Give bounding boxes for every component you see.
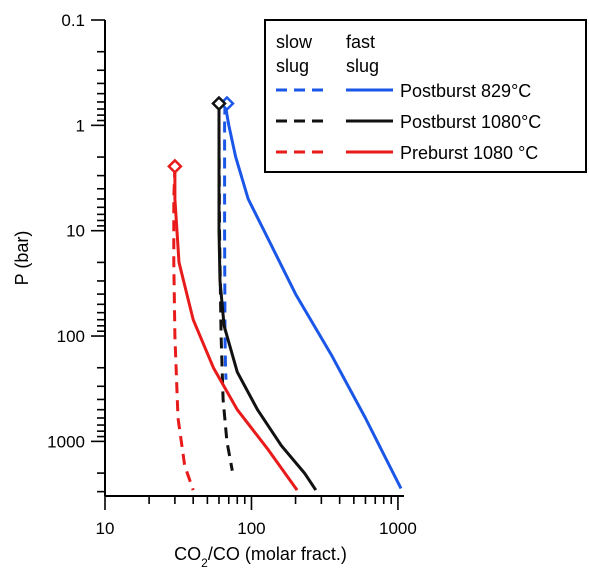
axes-group: 0.1 1 10 100 1000 10 100 1000 [47, 11, 417, 538]
y-tick-label: 100 [57, 327, 85, 346]
x-tick-label: 10 [96, 519, 115, 538]
y-tick-label: 10 [66, 222, 85, 241]
diamond-marker-1 [211, 95, 227, 112]
series-line-0 [223, 103, 228, 380]
x-axis-title-rest: /CO (molar fract.) [208, 544, 347, 564]
series-group [172, 103, 403, 491]
legend-label-0: Postburst 829°C [400, 81, 531, 101]
y-tick-label: 1 [76, 116, 85, 135]
legend-header-line1: slow [276, 32, 313, 52]
x-axis-title-sub: 2 [201, 556, 208, 570]
y-tick-label: 0.1 [61, 11, 85, 30]
x-tick-label: 1000 [379, 519, 417, 538]
x-axis-title: CO2/CO (molar fract.) [174, 544, 347, 570]
series-line-1 [223, 103, 403, 490]
x-tick-label: 100 [237, 519, 265, 538]
legend-group: slow slug fast slug Postburst 829°C Postburst… [264, 19, 587, 173]
y-tick-label: 1000 [47, 432, 85, 451]
series-line-5 [173, 166, 299, 491]
diamond-marker-2 [167, 158, 183, 175]
x-axis-title-main: CO [174, 544, 201, 564]
legend-header-line2: slug [276, 56, 309, 76]
axis-labels-group: P (bar) CO2/CO (molar fract.) [12, 231, 347, 570]
y-axis-title: P (bar) [12, 231, 32, 286]
series-line-3 [217, 103, 318, 491]
legend-label-2: Preburst 1080 °C [400, 143, 538, 163]
legend-box [264, 19, 587, 173]
series-line-4 [172, 166, 195, 491]
legend-header-line2: slug [346, 56, 379, 76]
legend-header-line1: fast [346, 32, 375, 52]
markers-group [167, 95, 235, 175]
legend-label-1: Postburst 1080°C [400, 112, 541, 132]
